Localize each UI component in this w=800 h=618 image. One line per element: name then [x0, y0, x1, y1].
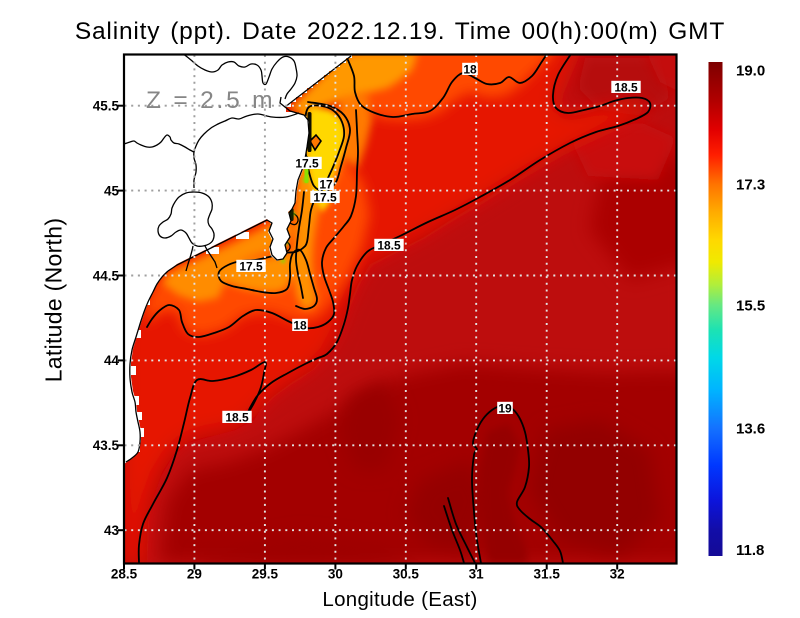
- svg-text:17.3: 17.3: [736, 176, 765, 193]
- svg-text:18.5: 18.5: [225, 410, 249, 424]
- svg-text:19: 19: [498, 401, 512, 415]
- svg-text:Latitude (North): Latitude (North): [41, 218, 67, 383]
- svg-text:31.5: 31.5: [534, 567, 561, 582]
- svg-text:17.5: 17.5: [313, 190, 337, 204]
- svg-text:44.5: 44.5: [93, 268, 120, 283]
- svg-text:28.5: 28.5: [111, 567, 138, 582]
- svg-text:32: 32: [610, 567, 625, 582]
- svg-text:18.5: 18.5: [377, 238, 401, 252]
- svg-text:44: 44: [104, 353, 120, 368]
- svg-text:18: 18: [463, 62, 477, 76]
- svg-text:18.5: 18.5: [614, 80, 638, 94]
- svg-text:17: 17: [319, 177, 333, 191]
- svg-text:31: 31: [469, 567, 485, 582]
- svg-text:17.5: 17.5: [239, 259, 263, 273]
- svg-text:15.5: 15.5: [736, 297, 765, 314]
- svg-text:29.5: 29.5: [252, 567, 279, 582]
- svg-text:19.0: 19.0: [736, 62, 765, 79]
- svg-text:Longitude (East): Longitude (East): [322, 588, 477, 611]
- svg-text:43.5: 43.5: [93, 438, 120, 453]
- svg-text:Salinity (ppt). Date 2022.12.1: Salinity (ppt). Date 2022.12.19. Time 00…: [75, 18, 725, 45]
- svg-text:18: 18: [293, 318, 307, 332]
- svg-text:43: 43: [104, 523, 120, 538]
- svg-text:Z = 2.5 m: Z = 2.5 m: [146, 87, 275, 114]
- svg-text:13.6: 13.6: [736, 420, 765, 437]
- svg-text:30.5: 30.5: [393, 567, 420, 582]
- svg-text:11.8: 11.8: [736, 542, 764, 559]
- svg-text:45.5: 45.5: [93, 99, 120, 114]
- svg-text:30: 30: [328, 567, 343, 582]
- svg-text:29: 29: [187, 567, 202, 582]
- svg-text:17.5: 17.5: [295, 156, 319, 170]
- svg-text:45: 45: [104, 183, 120, 198]
